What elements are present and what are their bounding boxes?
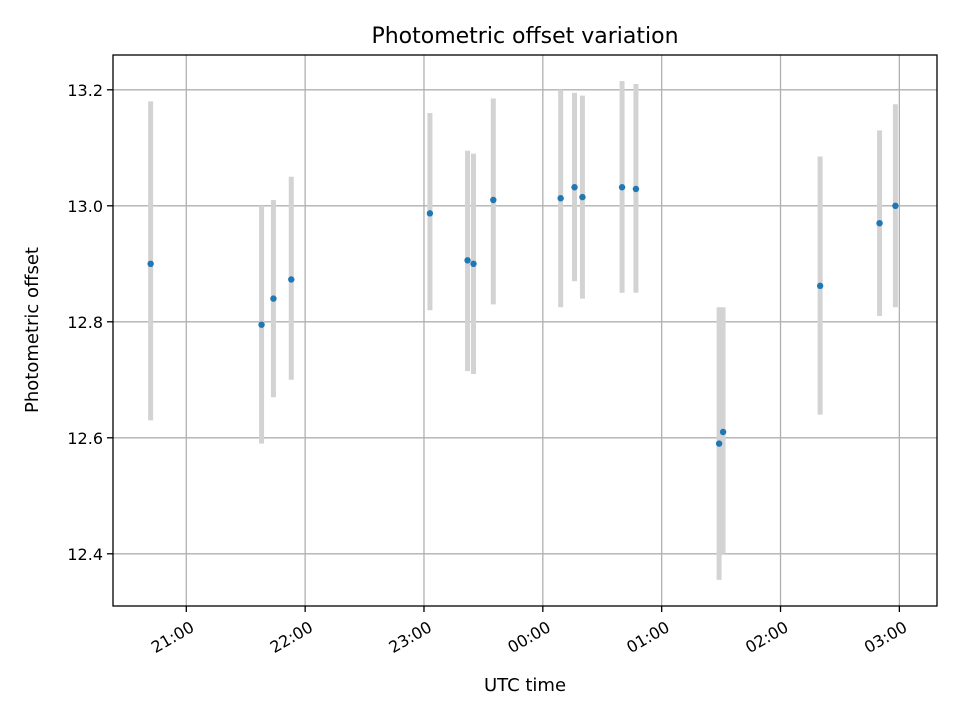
data-point: [715, 440, 723, 447]
y-tick-label: 13.2: [67, 81, 103, 100]
data-point: [579, 193, 586, 201]
data-point: [816, 282, 824, 290]
data-point: [147, 260, 154, 267]
data-point: [876, 220, 883, 227]
data-point: [464, 257, 471, 264]
plot-frame: [112, 54, 938, 607]
data-point: [632, 185, 640, 193]
data-point: [892, 202, 899, 209]
data-point: [490, 196, 497, 204]
data-point: [470, 260, 477, 267]
data-point: [426, 210, 434, 217]
data-points: [147, 184, 899, 447]
data-point: [571, 184, 578, 191]
y-tick-label: 12.4: [67, 545, 103, 564]
data-point: [557, 195, 564, 202]
y-axis-label: Photometric offset: [22, 247, 43, 413]
data-point: [258, 321, 265, 328]
x-axis-label: UTC time: [484, 675, 566, 696]
y-tick-label: 13.0: [67, 197, 103, 216]
chart-title: Photometric offset variation: [371, 24, 678, 49]
data-point: [288, 276, 295, 283]
grid: [113, 55, 937, 606]
data-point: [618, 184, 626, 191]
y-tick-label: 12.6: [67, 429, 103, 448]
y-tick-label: 12.8: [67, 313, 103, 332]
data-point: [270, 295, 277, 302]
data-point: [719, 428, 727, 436]
